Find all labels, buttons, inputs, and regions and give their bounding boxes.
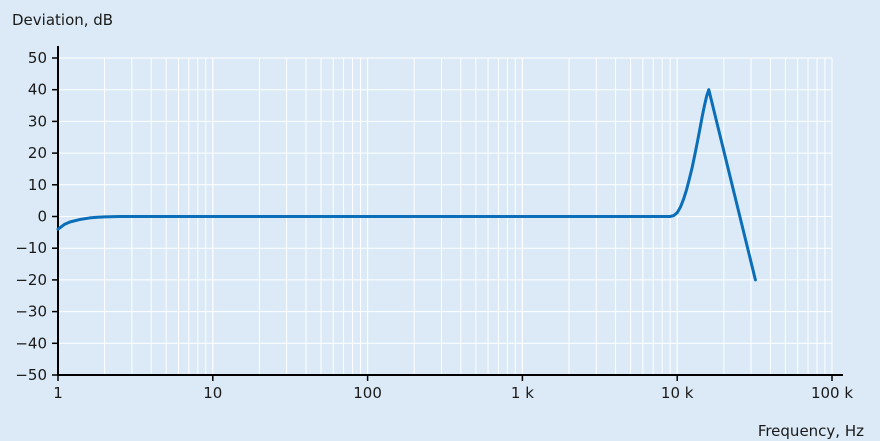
y-tick-label: 30 — [28, 112, 47, 130]
x-tick-label: 10 — [203, 384, 222, 402]
y-tick-label: −30 — [15, 303, 47, 321]
y-axis-title: Deviation, dB — [12, 11, 113, 29]
y-tick-label: 40 — [28, 81, 47, 99]
y-tick-label: −50 — [15, 366, 47, 384]
y-tick-label: 0 — [37, 208, 47, 226]
series-layer — [56, 88, 757, 282]
series-line — [56, 88, 757, 282]
x-tick-label: 10 k — [661, 384, 694, 402]
y-tick-label: −20 — [15, 271, 47, 289]
y-tick-label: 10 — [28, 176, 47, 194]
axes — [52, 46, 843, 381]
x-tick-label: 100 k — [811, 384, 853, 402]
y-tick-label: 50 — [28, 49, 47, 67]
x-axis-title: Frequency, Hz — [758, 422, 864, 440]
x-tick-label: 1 k — [511, 384, 534, 402]
x-tick-label: 1 — [53, 384, 63, 402]
x-tick-label: 100 — [353, 384, 382, 402]
y-tick-label: 20 — [28, 144, 47, 162]
y-tick-label: −10 — [15, 239, 47, 257]
y-tick-label: −40 — [15, 334, 47, 352]
